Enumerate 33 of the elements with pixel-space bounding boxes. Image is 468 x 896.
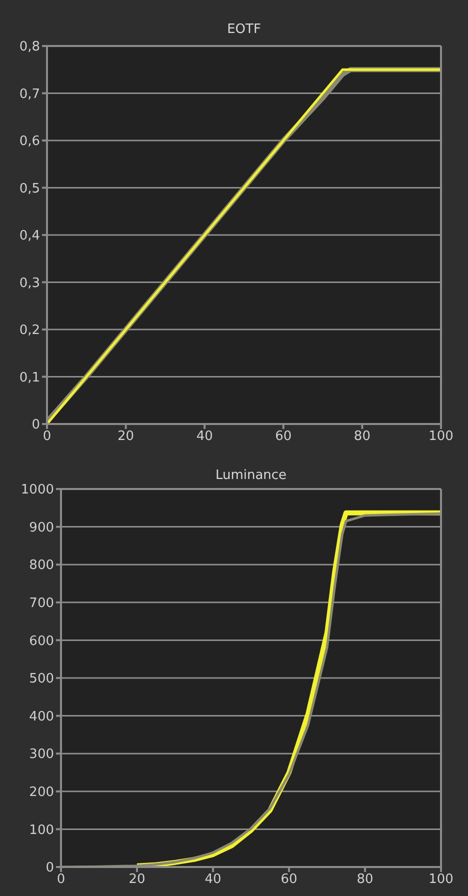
y-tick-label: 0,6	[19, 134, 40, 150]
y-tick-label: 500	[29, 672, 54, 687]
y-tick-label: 900	[29, 520, 54, 536]
y-tick-label: 0,8	[19, 40, 40, 55]
y-tick-label: 0,1	[19, 370, 40, 386]
chart-title: Luminance	[214, 468, 288, 483]
x-tick-label: 60	[280, 872, 298, 888]
x-tick-label: 80	[356, 872, 374, 888]
x-tick-label: 20	[118, 429, 134, 444]
x-tick-label: 0	[56, 872, 66, 888]
y-tick-label: 100	[29, 822, 54, 838]
y-tick-label: 300	[29, 747, 54, 762]
y-tick-label: 200	[29, 785, 54, 800]
x-tick-label: 20	[128, 872, 146, 888]
y-tick-label: 0,3	[19, 276, 40, 291]
y-tick-label: 800	[29, 558, 54, 574]
y-tick-label: 0	[32, 418, 40, 433]
x-tick-label: 100	[428, 429, 454, 444]
y-tick-label: 0,2	[19, 323, 40, 338]
y-tick-label: 700	[29, 596, 54, 612]
chart-title: EOTF	[226, 22, 262, 37]
y-tick-label: 600	[29, 634, 54, 649]
y-tick-label: 0,4	[19, 228, 40, 244]
y-tick-label: 1000	[20, 482, 54, 498]
y-tick-label: 400	[29, 709, 54, 724]
y-tick-label: 0,5	[19, 181, 40, 196]
y-tick-label: 0,7	[19, 86, 40, 102]
x-tick-label: 40	[204, 872, 222, 888]
x-tick-label: 80	[354, 429, 370, 444]
x-tick-label: 60	[275, 429, 292, 444]
y-tick-label: 0	[46, 860, 54, 876]
x-tick-label: 100	[428, 872, 454, 888]
x-tick-label: 40	[196, 429, 213, 444]
